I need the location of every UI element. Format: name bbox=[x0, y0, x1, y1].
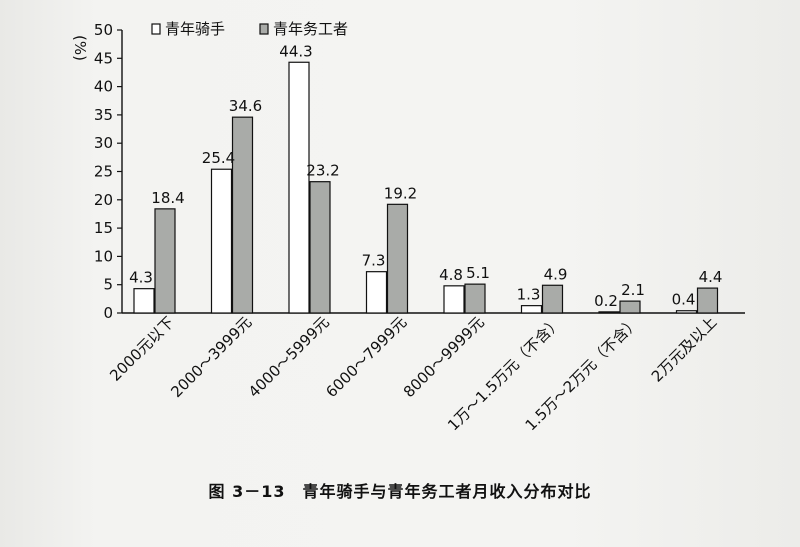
bar bbox=[309, 181, 331, 314]
data-label: 0.2 bbox=[594, 292, 618, 310]
figure-caption: 图 3－13 青年骑手与青年务工者月收入分布对比 bbox=[0, 478, 800, 502]
y-tick-label: 25 bbox=[94, 163, 113, 181]
y-tick-label: 35 bbox=[94, 106, 113, 124]
y-tick-label: 20 bbox=[94, 191, 113, 209]
y-axis-label: (%) bbox=[71, 35, 89, 61]
y-tick-label: 50 bbox=[94, 21, 113, 39]
legend-label: 青年骑手 bbox=[165, 20, 225, 38]
y-tick-label: 0 bbox=[103, 304, 113, 322]
data-label: 19.2 bbox=[384, 184, 417, 202]
data-labels: 4.318.425.434.644.323.27.319.24.8 5.11.34… bbox=[129, 42, 722, 310]
y-tick-label: 30 bbox=[94, 134, 113, 152]
data-label: 25.4 bbox=[202, 149, 235, 167]
svg-text:4000～5999元: 4000～5999元 bbox=[245, 313, 333, 401]
data-label: 2.1 bbox=[621, 281, 645, 299]
data-label: 18.4 bbox=[151, 189, 184, 207]
data-label: 4.8 bbox=[439, 266, 463, 284]
bar bbox=[154, 208, 176, 314]
category-labels: 2000元以下2000～3999元4000～5999元6000～7999元800… bbox=[106, 313, 720, 434]
legend-swatch bbox=[151, 23, 161, 35]
category-label: 4000～5999元 bbox=[245, 313, 333, 401]
data-label: 4.3 bbox=[129, 269, 153, 287]
data-label: 44.3 bbox=[279, 42, 312, 60]
bar bbox=[386, 203, 409, 314]
category-label: 6000～7999元 bbox=[322, 313, 410, 401]
bar bbox=[696, 287, 719, 314]
data-label: 23.2 bbox=[306, 162, 339, 180]
svg-text:8000～9999元: 8000～9999元 bbox=[400, 313, 488, 401]
bar bbox=[288, 61, 310, 314]
y-tick-label: 40 bbox=[94, 78, 113, 96]
bar-chart: 0 5 10 15 20 25 30 35 40 45 50 (%) 4.3 18.4 25.4 34.6 4… bbox=[71, 20, 745, 434]
svg-text:2000元以下: 2000元以下 bbox=[106, 313, 178, 385]
bar bbox=[541, 284, 564, 314]
data-label: 4.4 bbox=[699, 268, 723, 286]
svg-text:(%): (%) bbox=[71, 35, 89, 61]
category-label: 8000～9999元 bbox=[400, 313, 488, 401]
legend-label: 青年务工者 bbox=[273, 20, 348, 38]
data-label: 4.9 bbox=[544, 265, 568, 283]
bar bbox=[210, 168, 233, 314]
y-tick-label: 10 bbox=[94, 247, 113, 265]
y-tick-label: 15 bbox=[94, 219, 113, 237]
category-label: 2000～3999元 bbox=[167, 313, 255, 401]
bar bbox=[598, 311, 620, 314]
data-label: 0.4 bbox=[672, 291, 696, 309]
bar bbox=[619, 300, 641, 314]
legend-swatch bbox=[259, 23, 269, 35]
svg-text:2000～3999元: 2000～3999元 bbox=[167, 313, 255, 401]
category-label: 2万元及以上 bbox=[648, 313, 721, 386]
bar bbox=[231, 116, 254, 314]
bar bbox=[464, 283, 486, 314]
data-label: 34.6 bbox=[229, 97, 262, 115]
bars bbox=[133, 61, 719, 314]
data-label: 7.3 bbox=[362, 252, 386, 270]
y-tick-label: 5 bbox=[103, 276, 113, 294]
bar bbox=[675, 310, 698, 314]
category-label: 2000元以下 bbox=[106, 313, 178, 385]
bar bbox=[133, 288, 155, 314]
axes: 0 5 10 15 20 25 30 35 40 45 50 (%) bbox=[71, 21, 745, 322]
data-label: 5.1 bbox=[466, 264, 490, 282]
bar bbox=[365, 271, 388, 314]
data-label: 1.3 bbox=[517, 286, 541, 304]
bar bbox=[520, 305, 543, 314]
bar bbox=[443, 285, 465, 314]
svg-text:6000～7999元: 6000～7999元 bbox=[322, 313, 410, 401]
legend: 青年骑手 青年务工者 bbox=[151, 20, 348, 38]
caption-text: 图 3－13 青年骑手与青年务工者月收入分布对比 bbox=[208, 482, 592, 501]
svg-text:2万元及以上: 2万元及以上 bbox=[648, 313, 721, 386]
y-tick-label: 45 bbox=[94, 49, 113, 67]
